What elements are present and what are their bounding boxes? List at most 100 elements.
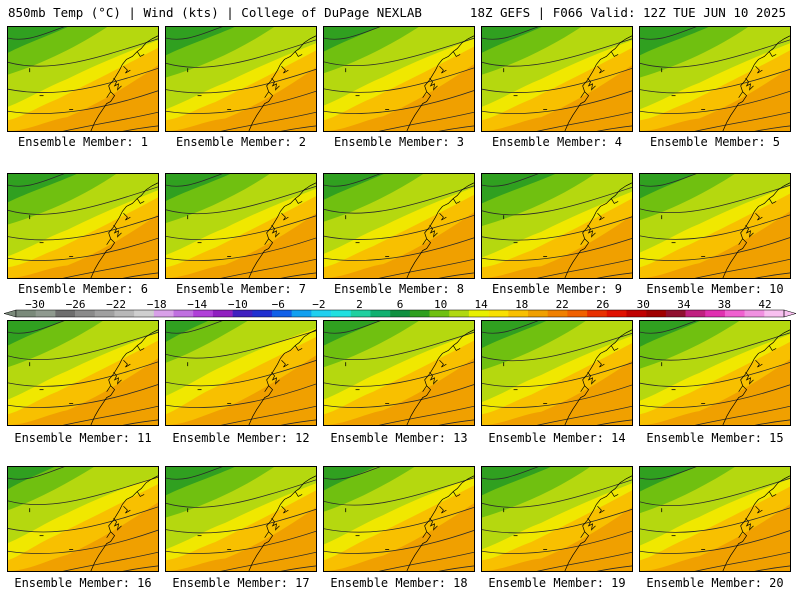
- ensemble-member-label: Ensemble Member: 20: [646, 576, 784, 590]
- ensemble-member-map-18: [323, 466, 475, 572]
- ensemble-member-label: Ensemble Member: 19: [488, 576, 626, 590]
- colorbar-tick-label: 18: [515, 298, 529, 311]
- ensemble-member-map-12: [165, 320, 317, 426]
- colorbar-left-arrow: [3, 309, 17, 318]
- colorbar-swatch: [449, 310, 470, 317]
- colorbar-tick-label: −22: [106, 298, 127, 311]
- colorbar-swatch: [291, 310, 312, 317]
- colorbar-tick-label: 10: [433, 298, 448, 311]
- ensemble-member-map-17: [165, 466, 317, 572]
- colorbar-swatch: [468, 310, 489, 317]
- ensemble-member-map-4: [481, 26, 633, 132]
- colorbar-swatch: [685, 310, 706, 317]
- ensemble-member-map-1: [7, 26, 159, 132]
- colorbar-swatch: [16, 310, 36, 317]
- colorbar-swatch: [587, 310, 608, 317]
- colorbar-swatch: [705, 310, 726, 317]
- colorbar-swatch: [212, 310, 233, 317]
- ensemble-member-map-19: [481, 466, 633, 572]
- ensemble-member-map-2: [165, 26, 317, 132]
- ensemble-member-label: Ensemble Member: 17: [172, 576, 310, 590]
- ensemble-member-label: Ensemble Member: 6: [17, 282, 149, 296]
- ensemble-member-label: Ensemble Member: 16: [14, 576, 152, 590]
- ensemble-member-label: Ensemble Member: 4: [491, 135, 623, 149]
- ensemble-member-map-10: [639, 173, 791, 279]
- colorbar-swatch: [193, 310, 214, 317]
- ensemble-member-map-16: [7, 466, 159, 572]
- colorbar-right-arrow: [783, 309, 797, 318]
- colorbar-swatch: [55, 310, 76, 317]
- ensemble-member-map-20: [639, 466, 791, 572]
- colorbar-swatch: [744, 310, 765, 317]
- ensemble-member-label: Ensemble Member: 10: [646, 282, 784, 296]
- colorbar-tick-label: 30: [636, 298, 650, 311]
- colorbar-swatch: [606, 310, 627, 317]
- colorbar-tick-label: −10: [227, 298, 248, 311]
- ensemble-member-map-11: [7, 320, 159, 426]
- ensemble-member-map-7: [165, 173, 317, 279]
- colorbar-swatch: [429, 310, 450, 317]
- ensemble-member-map-9: [481, 173, 633, 279]
- colorbar-tick-label: −30: [25, 298, 45, 311]
- colorbar-swatch: [547, 310, 568, 317]
- colorbar-swatch: [114, 310, 135, 317]
- ensemble-member-map-8: [323, 173, 475, 279]
- colorbar-swatch: [173, 310, 194, 317]
- colorbar-swatch: [626, 310, 647, 317]
- ensemble-member-map-5: [639, 26, 791, 132]
- ensemble-member-label: Ensemble Member: 3: [333, 135, 465, 149]
- colorbar-tick-label: 2: [356, 298, 363, 311]
- colorbar-swatch: [567, 310, 588, 317]
- colorbar-tick-label: −6: [271, 298, 285, 311]
- colorbar-swatch: [272, 310, 292, 317]
- colorbar-tick-label: −2: [312, 298, 326, 311]
- colorbar-swatch: [724, 310, 745, 317]
- colorbar-tick-label: −14: [187, 298, 208, 311]
- colorbar-swatch: [331, 310, 352, 317]
- ensemble-member-label: Ensemble Member: 5: [649, 135, 781, 149]
- colorbar-tick-label: 14: [474, 298, 488, 311]
- ensemble-member-map-15: [639, 320, 791, 426]
- colorbar-swatch: [488, 310, 509, 317]
- colorbar-swatch: [75, 310, 96, 317]
- colorbar-swatch: [764, 310, 785, 317]
- ensemble-member-map-3: [323, 26, 475, 132]
- ensemble-member-map-6: [7, 173, 159, 279]
- colorbar-swatch: [311, 310, 332, 317]
- colorbar-swatch: [350, 310, 371, 317]
- colorbar-swatch: [252, 310, 273, 317]
- map-title: 850mb Temp (°C) | Wind (kts) | College o…: [8, 5, 422, 20]
- colorbar-swatch: [409, 310, 430, 317]
- colorbar-tick-label: 34: [677, 298, 691, 311]
- colorbar-swatch: [35, 310, 56, 317]
- colorbar-swatch: [646, 310, 667, 317]
- colorbar-tick-label: 22: [555, 298, 569, 311]
- colorbar-swatch: [390, 310, 411, 317]
- colorbar-swatch: [508, 310, 529, 317]
- ensemble-member-label: Ensemble Member: 1: [17, 135, 149, 149]
- colorbar-tick-label: 26: [596, 298, 610, 311]
- ensemble-member-label: Ensemble Member: 14: [488, 431, 626, 445]
- ensemble-member-label: Ensemble Member: 2: [175, 135, 307, 149]
- temperature-colorbar: [3, 309, 797, 318]
- colorbar-swatch: [528, 310, 548, 317]
- colorbar-swatch: [153, 310, 174, 317]
- ensemble-member-map-14: [481, 320, 633, 426]
- colorbar-tick-label: 38: [717, 298, 732, 311]
- ensemble-member-label: Ensemble Member: 7: [175, 282, 307, 296]
- ensemble-member-label: Ensemble Member: 12: [172, 431, 310, 445]
- colorbar-frame: [15, 309, 785, 318]
- ensemble-member-label: Ensemble Member: 15: [646, 431, 784, 445]
- ensemble-member-label: Ensemble Member: 8: [333, 282, 465, 296]
- colorbar-swatch: [370, 310, 391, 317]
- colorbar-tick-label: 42: [758, 298, 772, 311]
- ensemble-member-map-13: [323, 320, 475, 426]
- colorbar-swatch: [134, 310, 155, 317]
- colorbar-swatch: [94, 310, 115, 317]
- model-run-info: 18Z GEFS | F066 Valid: 12Z TUE JUN 10 20…: [469, 5, 786, 20]
- ensemble-member-label: Ensemble Member: 11: [14, 431, 152, 445]
- colorbar-swatch: [665, 310, 686, 317]
- colorbar-tick-label: 6: [396, 298, 404, 311]
- colorbar-tick-label: −26: [65, 298, 86, 311]
- ensemble-member-label: Ensemble Member: 9: [491, 282, 623, 296]
